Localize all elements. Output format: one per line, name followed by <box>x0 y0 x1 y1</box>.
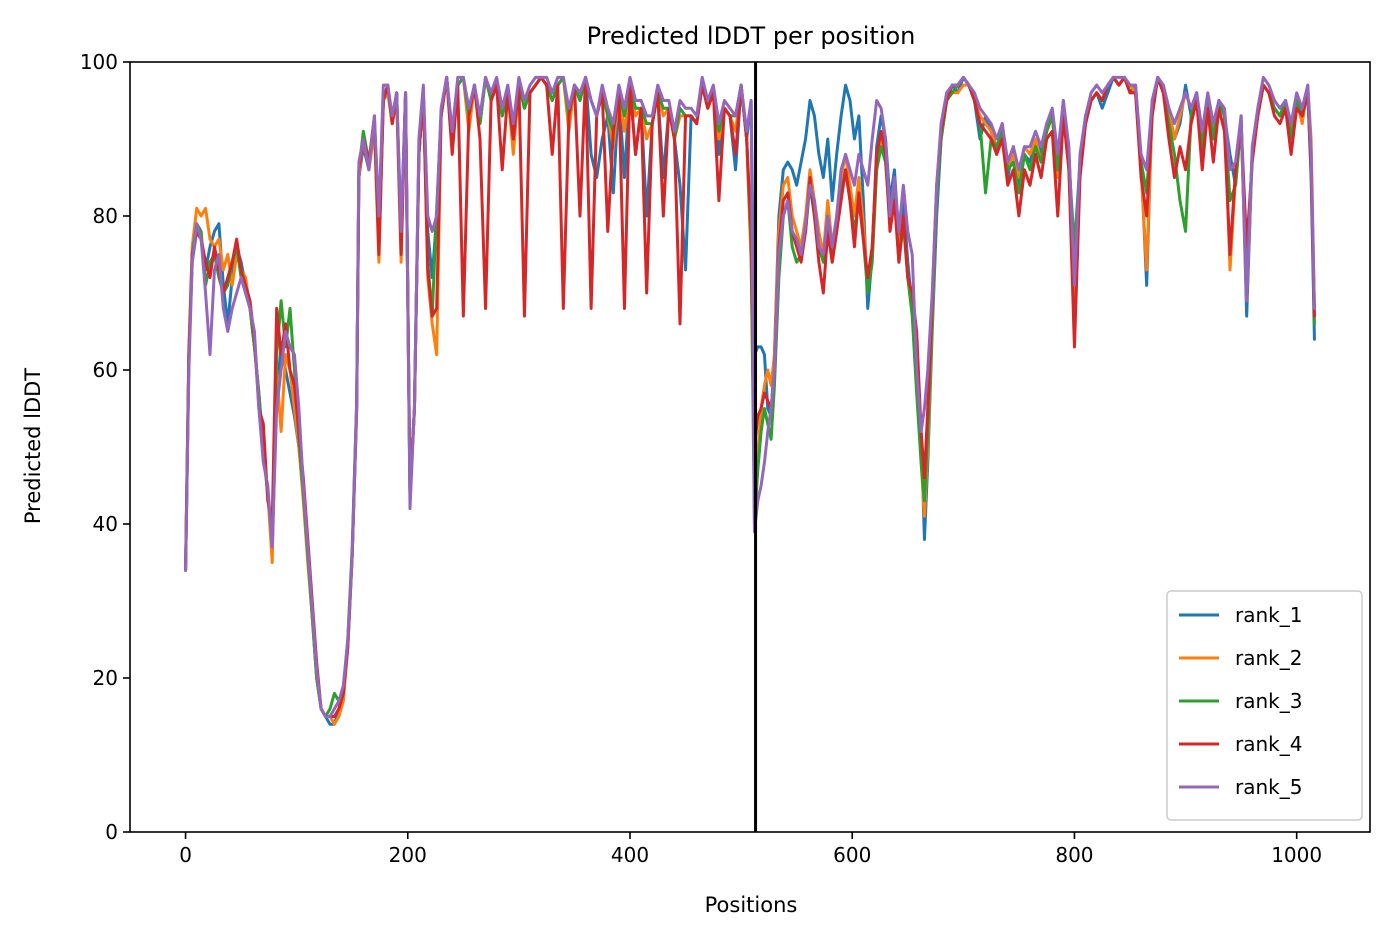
x-tick-label: 0 <box>179 843 192 867</box>
chart-title: Predicted lDDT per position <box>587 22 916 50</box>
y-tick-label: 0 <box>105 820 118 844</box>
legend: rank_1 rank_2 rank_3 rank_4 rank_5 <box>1166 590 1363 821</box>
y-axis-label: Predicted lDDT <box>21 368 45 524</box>
legend-box <box>1166 590 1363 821</box>
x-tick-label: 400 <box>611 843 649 867</box>
x-tick-label: 600 <box>833 843 871 867</box>
series-line-rank-5 <box>184 75 1316 718</box>
y-tick-label: 80 <box>93 204 118 228</box>
x-tick-label: 200 <box>389 843 427 867</box>
legend-label-rank-3: rank_3 <box>1235 689 1302 713</box>
axes-layer: 0 200 400 600 800 1000 0 20 40 60 80 100 <box>80 50 1371 867</box>
x-tick-label: 1000 <box>1271 843 1322 867</box>
series-layer <box>184 62 1316 832</box>
legend-label-rank-2: rank_2 <box>1235 646 1302 670</box>
y-tick-label: 60 <box>93 358 118 382</box>
x-tick-label: 800 <box>1055 843 1093 867</box>
x-axis-label: Positions <box>705 893 798 917</box>
y-tick-label: 20 <box>93 666 118 690</box>
y-tick-label: 100 <box>80 50 118 74</box>
legend-label-rank-4: rank_4 <box>1235 732 1302 756</box>
y-tick-label: 40 <box>93 512 118 536</box>
legend-label-rank-5: rank_5 <box>1235 775 1302 799</box>
legend-label-rank-1: rank_1 <box>1235 603 1302 627</box>
plot-frame <box>129 61 1371 833</box>
